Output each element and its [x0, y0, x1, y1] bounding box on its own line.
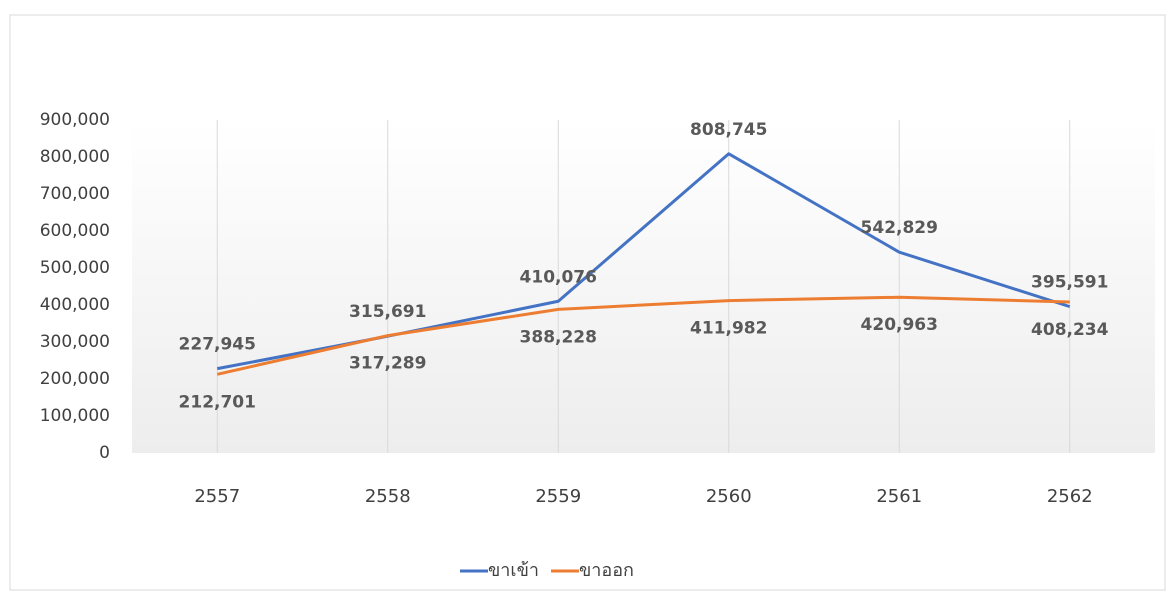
x-tick-label: 2558: [365, 486, 411, 507]
data-label: 212,701: [179, 392, 256, 412]
data-label: 410,076: [520, 267, 597, 287]
data-label: 542,829: [861, 218, 938, 238]
y-tick-label: 0: [99, 443, 110, 463]
series-line: [216, 295, 1070, 376]
y-tick-label: 800,000: [40, 147, 110, 167]
x-tick-label: 2562: [1047, 486, 1093, 507]
x-tick-label: 2561: [876, 486, 922, 507]
y-tick-label: 600,000: [40, 221, 110, 241]
x-tick-label: 2557: [194, 486, 240, 507]
data-label: 420,963: [861, 315, 938, 335]
y-tick-label: 300,000: [40, 332, 110, 352]
data-label: 315,691: [349, 302, 426, 322]
y-tick-label: 200,000: [40, 369, 110, 389]
y-tick-label: 500,000: [40, 258, 110, 278]
y-tick-label: 100,000: [40, 406, 110, 426]
data-label: 317,289: [349, 354, 426, 374]
plot-area: [132, 120, 1155, 453]
y-tick-label: 400,000: [40, 295, 110, 315]
data-label: 408,234: [1031, 320, 1109, 340]
x-tick-label: 2559: [535, 486, 581, 507]
y-tick-label: 900,000: [40, 110, 110, 130]
data-label: 395,591: [1031, 273, 1108, 293]
data-label: 808,745: [690, 120, 767, 140]
legend-label: ขาออก: [579, 560, 634, 581]
legend-label: ขาเข้า: [488, 560, 539, 581]
data-label: 227,945: [179, 335, 256, 355]
x-tick-label: 2560: [706, 486, 752, 507]
data-label: 411,982: [690, 319, 767, 339]
data-label: 388,228: [520, 327, 597, 347]
y-tick-label: 700,000: [40, 184, 110, 204]
